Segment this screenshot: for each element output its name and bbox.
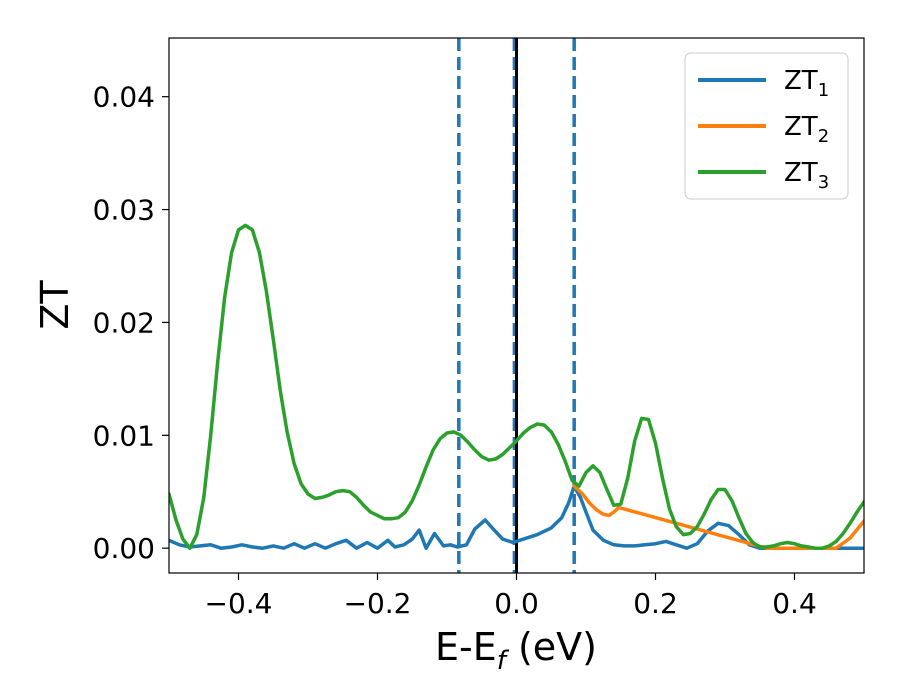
x-tick-label: 0.4	[772, 587, 817, 620]
x-axis-label: E-Ef (eV)	[435, 625, 597, 676]
x-axis: −0.4 −0.2 0.0 0.2 0.4	[205, 573, 817, 620]
x-tick-label: 0.0	[494, 587, 539, 620]
series-lines	[169, 223, 864, 550]
series-line-zt2	[572, 484, 864, 550]
legend-box	[684, 52, 849, 200]
y-axis-label: ZT	[33, 280, 77, 330]
legend: ZT1 ZT2 ZT3	[684, 52, 849, 200]
x-tick-label: 0.2	[633, 587, 678, 620]
y-tick-label: 0.04	[93, 81, 155, 114]
x-tick-label: −0.2	[344, 587, 412, 620]
legend-label-zt1: ZT1	[784, 66, 829, 101]
y-tick-label: 0.00	[93, 532, 155, 565]
x-tick-label: −0.4	[205, 587, 273, 620]
y-tick-label: 0.02	[93, 306, 155, 339]
y-axis: 0.00 0.01 0.02 0.03 0.04	[93, 81, 169, 565]
reference-lines	[457, 38, 576, 573]
legend-label-zt3: ZT3	[784, 158, 829, 193]
legend-label-zt2: ZT2	[784, 112, 829, 147]
y-tick-label: 0.01	[93, 419, 155, 452]
series-line-zt1	[169, 484, 864, 550]
y-tick-label: 0.03	[93, 194, 155, 227]
series-line-zt3	[169, 223, 864, 550]
